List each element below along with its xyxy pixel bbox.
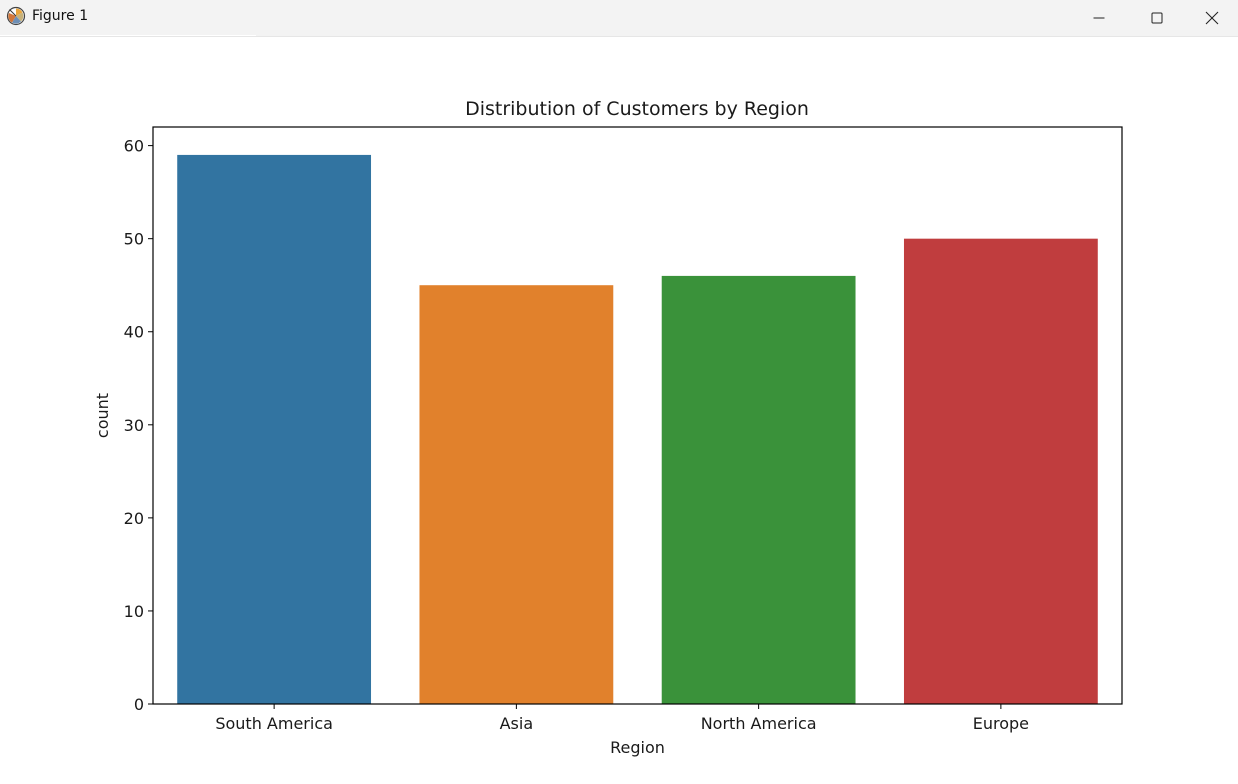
chart-title: Distribution of Customers by Region [465, 98, 809, 120]
y-tick-label: 40 [124, 323, 144, 342]
y-tick-label: 20 [124, 509, 144, 528]
bar-europe [903, 238, 1098, 704]
plot-frame [152, 126, 1123, 705]
y-tick-label: 10 [124, 602, 144, 621]
maximize-button[interactable] [1128, 0, 1186, 35]
maximize-icon [1151, 12, 1163, 24]
bars-layer [177, 154, 1098, 704]
x-axis-label: Region [610, 738, 665, 757]
x-tick-label: North America [701, 714, 817, 733]
bar-south-america [177, 154, 372, 704]
x-axis: South America Asia North America Europe [215, 704, 1029, 733]
x-tick-label: South America [215, 714, 333, 733]
close-button[interactable] [1186, 0, 1238, 35]
bar-asia [419, 285, 614, 704]
y-tick-label: 50 [124, 230, 144, 249]
minimize-icon [1093, 12, 1105, 24]
window-title: Figure 1 [32, 8, 89, 24]
y-axis-label: count [93, 393, 112, 438]
bar-north-america [661, 275, 856, 704]
window-titlebar: Figure 1 [0, 0, 1238, 37]
titlebar-divider [0, 35, 256, 36]
y-tick-label: 60 [124, 137, 144, 156]
y-tick-label: 30 [124, 416, 144, 435]
y-axis: 0 10 20 30 40 50 60 [124, 137, 153, 714]
matplotlib-figure-icon [6, 6, 26, 26]
figure-canvas: Distribution of Customers by Region 0 10 2… [0, 37, 1238, 784]
x-tick-label: Asia [500, 714, 534, 733]
bar-chart: Distribution of Customers by Region 0 10 2… [93, 98, 1123, 757]
x-tick-label: Europe [973, 714, 1029, 733]
close-icon [1205, 11, 1219, 25]
y-tick-label: 0 [134, 695, 144, 714]
minimize-button[interactable] [1070, 0, 1128, 35]
